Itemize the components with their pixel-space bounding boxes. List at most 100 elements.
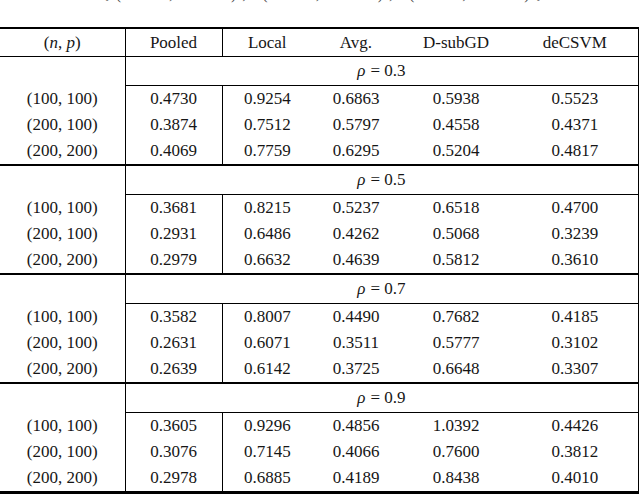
table-row: (200, 200) 0.2979 0.6632 0.4639 0.5812 0… xyxy=(0,247,638,274)
table-row: (200, 100) 0.3076 0.7145 0.4066 0.7600 0… xyxy=(0,439,638,465)
value-cell: 0.5797 xyxy=(312,112,400,138)
table-row: (200, 100) 0.3874 0.7512 0.5797 0.4558 0… xyxy=(0,112,638,138)
group-label: ρ= 0.9 xyxy=(125,383,638,413)
value-cell: 0.6486 xyxy=(222,221,312,247)
value-cell: 0.3307 xyxy=(512,356,638,383)
value-cell: 0.9254 xyxy=(222,86,312,113)
value-cell: 0.5812 xyxy=(400,247,512,274)
row-label-np: (200, 200) xyxy=(0,356,125,383)
header-row: (n, p) Pooled Local Avg. D-subGD deCSVM xyxy=(0,28,638,57)
value-cell: 0.7512 xyxy=(222,112,312,138)
value-cell: 0.4817 xyxy=(512,138,638,165)
value-cell: 0.4189 xyxy=(312,465,400,493)
value-cell: 0.5777 xyxy=(400,330,512,356)
value-cell: 0.6648 xyxy=(400,356,512,383)
header-cell-dsubgd: D-subGD xyxy=(400,28,512,57)
value-cell: 0.6071 xyxy=(222,330,312,356)
value-cell: 0.3239 xyxy=(512,221,638,247)
value-cell: 0.4426 xyxy=(512,413,638,440)
table-row: (100, 100) 0.3681 0.8215 0.5237 0.6518 0… xyxy=(0,195,638,222)
value-cell: 0.5204 xyxy=(400,138,512,165)
value-cell: 0.6885 xyxy=(222,465,312,493)
value-cell: 0.4371 xyxy=(512,112,638,138)
value-cell: 0.4069 xyxy=(125,138,222,165)
row-label-np: (200, 100) xyxy=(0,112,125,138)
value-cell: 0.3582 xyxy=(125,304,222,331)
table-row: (200, 200) 0.2978 0.6885 0.4189 0.8438 0… xyxy=(0,465,638,493)
value-cell: 0.5523 xyxy=(512,86,638,113)
row-label-np: (100, 100) xyxy=(0,304,125,331)
value-cell: 0.4730 xyxy=(125,86,222,113)
rho-symbol: ρ xyxy=(357,61,365,80)
row-label-np: (200, 100) xyxy=(0,439,125,465)
empty-cell xyxy=(0,57,125,86)
header-cell-local: Local xyxy=(222,28,312,57)
group-label: ρ= 0.7 xyxy=(125,274,638,304)
row-label-np: (200, 200) xyxy=(0,465,125,493)
group-label: ρ= 0.3 xyxy=(125,57,638,86)
value-cell: 0.7682 xyxy=(400,304,512,331)
page: {(100, 100), (200, 100), (200, 200)}. (n… xyxy=(0,0,640,496)
value-cell: 0.2631 xyxy=(125,330,222,356)
row-label-np: (200, 200) xyxy=(0,247,125,274)
row-label-np: (200, 200) xyxy=(0,138,125,165)
value-cell: 0.8215 xyxy=(222,195,312,222)
value-cell: 0.7759 xyxy=(222,138,312,165)
group-label: ρ= 0.5 xyxy=(125,165,638,195)
value-cell: 0.4185 xyxy=(512,304,638,331)
value-cell: 0.3725 xyxy=(312,356,400,383)
value-cell: 0.6518 xyxy=(400,195,512,222)
value-cell: 0.4010 xyxy=(512,465,638,493)
empty-cell xyxy=(0,165,125,195)
table-row: (100, 100) 0.3582 0.8007 0.4490 0.7682 0… xyxy=(0,304,638,331)
value-cell: 0.4856 xyxy=(312,413,400,440)
value-cell: 0.3102 xyxy=(512,330,638,356)
group-header-row: ρ= 0.9 xyxy=(0,383,638,413)
value-cell: 0.2979 xyxy=(125,247,222,274)
table-row: (200, 200) 0.2639 0.6142 0.3725 0.6648 0… xyxy=(0,356,638,383)
value-cell: 0.4558 xyxy=(400,112,512,138)
header-cell-decsvm: deCSVM xyxy=(512,28,638,57)
value-cell: 0.4639 xyxy=(312,247,400,274)
value-cell: 0.3681 xyxy=(125,195,222,222)
value-cell: 0.7145 xyxy=(222,439,312,465)
value-cell: 0.2978 xyxy=(125,465,222,493)
value-cell: 0.7600 xyxy=(400,439,512,465)
table-row: (100, 100) 0.4730 0.9254 0.6863 0.5938 0… xyxy=(0,86,638,113)
value-cell: 0.6295 xyxy=(312,138,400,165)
value-cell: 0.6142 xyxy=(222,356,312,383)
rho-symbol: ρ xyxy=(357,279,365,298)
empty-cell xyxy=(0,383,125,413)
value-cell: 1.0392 xyxy=(400,413,512,440)
rho-symbol: ρ xyxy=(357,388,365,407)
empty-cell xyxy=(0,274,125,304)
header-cell-avg: Avg. xyxy=(312,28,400,57)
value-cell: 0.3605 xyxy=(125,413,222,440)
row-label-np: (200, 100) xyxy=(0,221,125,247)
row-label-np: (100, 100) xyxy=(0,195,125,222)
value-cell: 0.8438 xyxy=(400,465,512,493)
value-cell: 0.3076 xyxy=(125,439,222,465)
value-cell: 0.3812 xyxy=(512,439,638,465)
row-label-np: (100, 100) xyxy=(0,86,125,113)
header-cell-np: (n, p) xyxy=(0,28,125,57)
group-header-row: ρ= 0.7 xyxy=(0,274,638,304)
value-cell: 0.4066 xyxy=(312,439,400,465)
table-row: (200, 100) 0.2631 0.6071 0.3511 0.5777 0… xyxy=(0,330,638,356)
group-header-row: ρ= 0.3 xyxy=(0,57,638,86)
table-row: (200, 100) 0.2931 0.6486 0.4262 0.5068 0… xyxy=(0,221,638,247)
group-header-row: ρ= 0.5 xyxy=(0,165,638,195)
value-cell: 0.9296 xyxy=(222,413,312,440)
value-cell: 0.3610 xyxy=(512,247,638,274)
value-cell: 0.3511 xyxy=(312,330,400,356)
table-row: (100, 100) 0.3605 0.9296 0.4856 1.0392 0… xyxy=(0,413,638,440)
value-cell: 0.4490 xyxy=(312,304,400,331)
table-row: (200, 200) 0.4069 0.7759 0.6295 0.5204 0… xyxy=(0,138,638,165)
value-cell: 0.2639 xyxy=(125,356,222,383)
value-cell: 0.6863 xyxy=(312,86,400,113)
rho-symbol: ρ xyxy=(357,170,365,189)
value-cell: 0.2931 xyxy=(125,221,222,247)
row-label-np: (200, 100) xyxy=(0,330,125,356)
value-cell: 0.3874 xyxy=(125,112,222,138)
header-cell-pooled: Pooled xyxy=(125,28,222,57)
